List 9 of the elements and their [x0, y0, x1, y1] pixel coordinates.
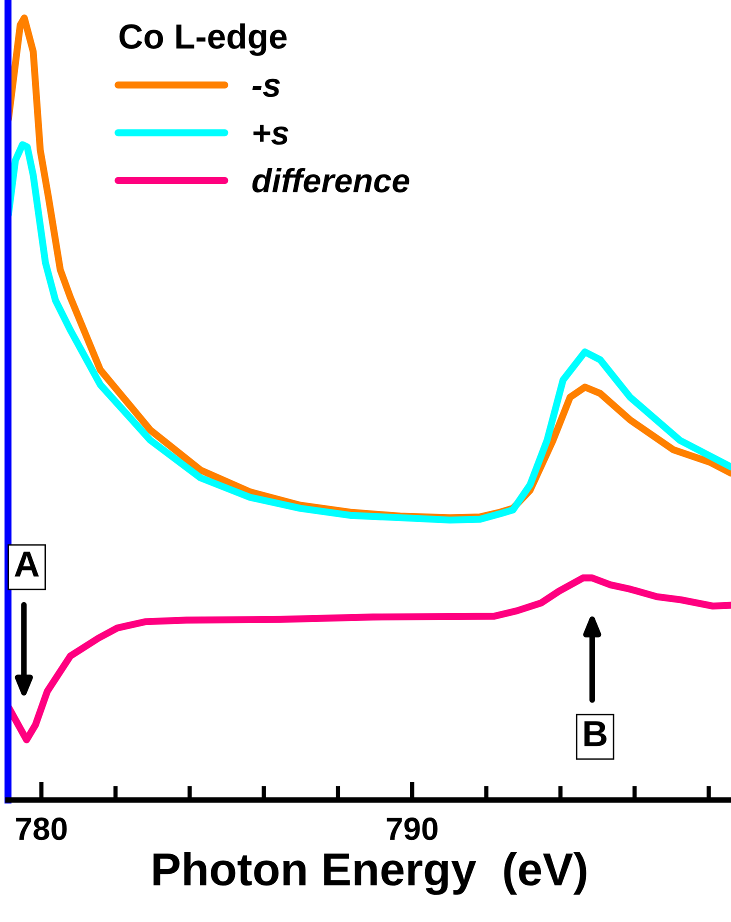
x-tick-label: 790	[386, 818, 438, 840]
legend-title: Co L-edge	[120, 23, 287, 56]
legend-label: -s	[252, 78, 280, 98]
annotation: A	[14, 552, 39, 577]
x-axis-title: Photon Energy (eV)	[154, 852, 586, 895]
legend-label: +s	[253, 124, 288, 145]
x-tick-label: 780	[16, 818, 67, 840]
annotation: B	[584, 721, 606, 746]
legend-label: difference	[252, 168, 410, 192]
